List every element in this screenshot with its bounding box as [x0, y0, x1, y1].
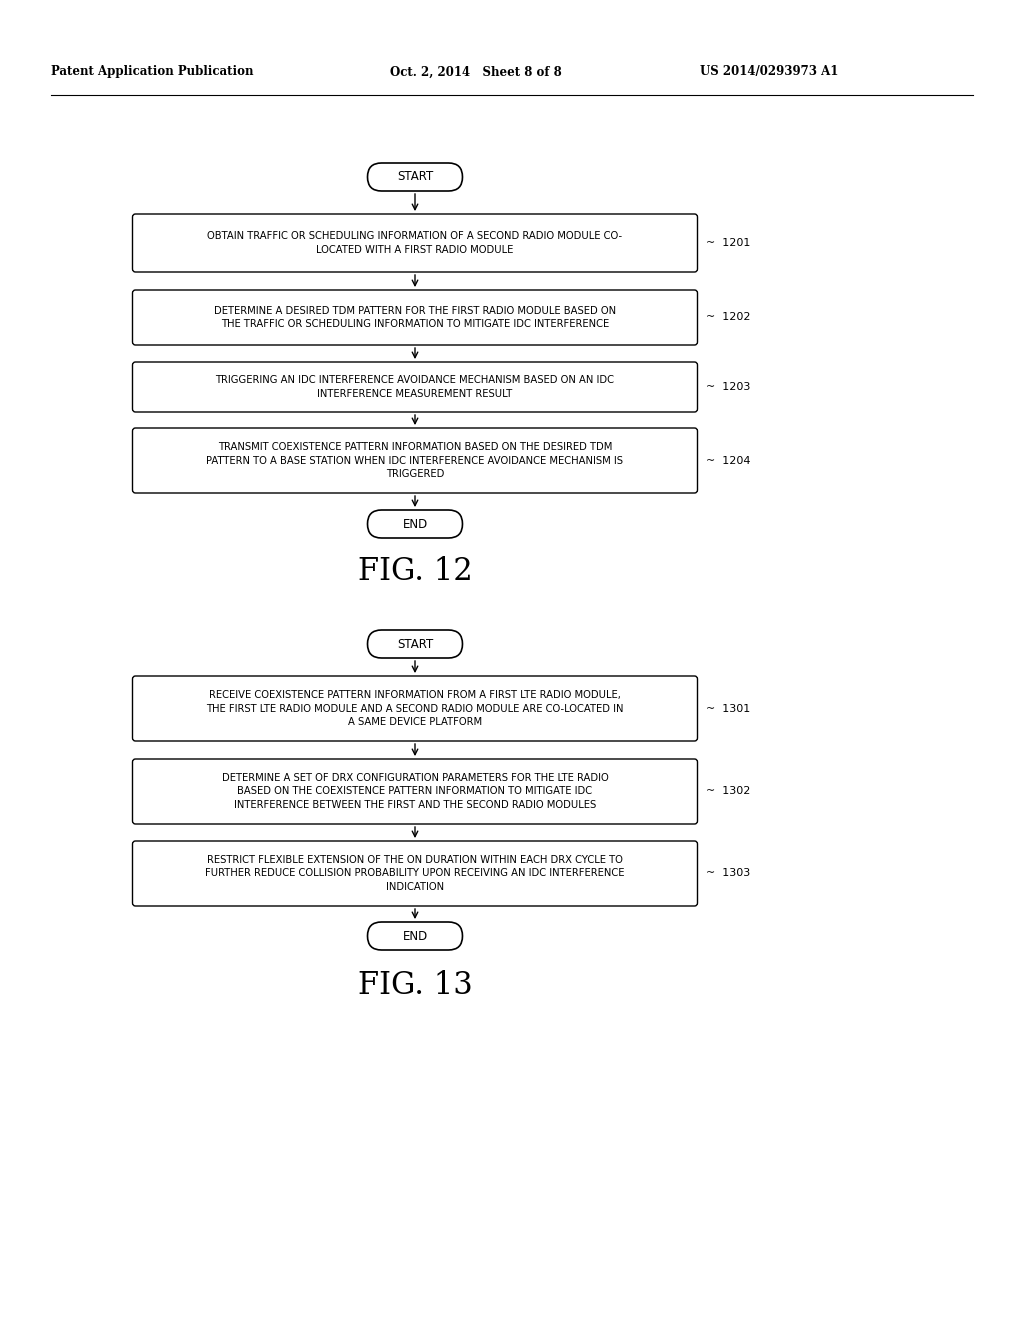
FancyBboxPatch shape [368, 510, 463, 539]
Text: TRIGGERING AN IDC INTERFERENCE AVOIDANCE MECHANISM BASED ON AN IDC
INTERFERENCE : TRIGGERING AN IDC INTERFERENCE AVOIDANCE… [215, 375, 614, 399]
Text: DETERMINE A DESIRED TDM PATTERN FOR THE FIRST RADIO MODULE BASED ON
THE TRAFFIC : DETERMINE A DESIRED TDM PATTERN FOR THE … [214, 306, 616, 329]
Text: FIG. 12: FIG. 12 [357, 557, 472, 587]
FancyBboxPatch shape [132, 214, 697, 272]
FancyBboxPatch shape [368, 921, 463, 950]
Text: START: START [397, 638, 433, 651]
Text: Patent Application Publication: Patent Application Publication [51, 66, 254, 78]
Text: RECEIVE COEXISTENCE PATTERN INFORMATION FROM A FIRST LTE RADIO MODULE,
THE FIRST: RECEIVE COEXISTENCE PATTERN INFORMATION … [206, 690, 624, 727]
Text: ~  1303: ~ 1303 [706, 869, 750, 879]
FancyBboxPatch shape [132, 676, 697, 741]
Text: ~  1202: ~ 1202 [706, 313, 750, 322]
Text: OBTAIN TRAFFIC OR SCHEDULING INFORMATION OF A SECOND RADIO MODULE CO-
LOCATED WI: OBTAIN TRAFFIC OR SCHEDULING INFORMATION… [208, 231, 623, 255]
Text: FIG. 13: FIG. 13 [357, 969, 472, 1001]
FancyBboxPatch shape [368, 162, 463, 191]
FancyBboxPatch shape [132, 290, 697, 345]
FancyBboxPatch shape [368, 630, 463, 657]
FancyBboxPatch shape [132, 428, 697, 492]
FancyBboxPatch shape [132, 362, 697, 412]
Text: ~  1203: ~ 1203 [706, 381, 750, 392]
Text: DETERMINE A SET OF DRX CONFIGURATION PARAMETERS FOR THE LTE RADIO
BASED ON THE C: DETERMINE A SET OF DRX CONFIGURATION PAR… [221, 774, 608, 809]
FancyBboxPatch shape [132, 759, 697, 824]
Text: Oct. 2, 2014   Sheet 8 of 8: Oct. 2, 2014 Sheet 8 of 8 [390, 66, 562, 78]
FancyBboxPatch shape [132, 841, 697, 906]
Text: RESTRICT FLEXIBLE EXTENSION OF THE ON DURATION WITHIN EACH DRX CYCLE TO
FURTHER : RESTRICT FLEXIBLE EXTENSION OF THE ON DU… [205, 855, 625, 892]
Text: START: START [397, 170, 433, 183]
Text: ~  1204: ~ 1204 [706, 455, 750, 466]
Text: ~  1302: ~ 1302 [706, 787, 750, 796]
Text: US 2014/0293973 A1: US 2014/0293973 A1 [700, 66, 839, 78]
Text: END: END [402, 517, 428, 531]
Text: ~  1201: ~ 1201 [706, 238, 750, 248]
Text: TRANSMIT COEXISTENCE PATTERN INFORMATION BASED ON THE DESIRED TDM
PATTERN TO A B: TRANSMIT COEXISTENCE PATTERN INFORMATION… [207, 442, 624, 479]
Text: END: END [402, 929, 428, 942]
Text: ~  1301: ~ 1301 [706, 704, 750, 714]
